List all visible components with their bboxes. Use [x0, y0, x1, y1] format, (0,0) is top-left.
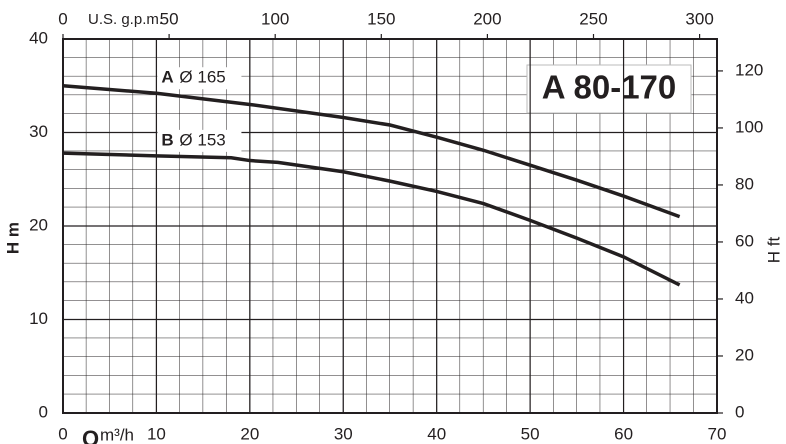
- title-box: [526, 64, 692, 114]
- chart-title: A 80-170: [542, 69, 677, 106]
- x-tick-label: 10: [147, 424, 166, 443]
- y-tick-label: 30: [29, 122, 48, 141]
- curve: [62, 84, 681, 219]
- y2-tick-label: 120: [735, 60, 763, 79]
- y2-tick-label: 0: [735, 402, 744, 421]
- x-tick-label: 0: [58, 424, 67, 443]
- curve: [62, 151, 681, 287]
- x2-tick-label: 250: [579, 9, 607, 28]
- y2-tick-label: 100: [735, 117, 763, 136]
- x-tick-label: 50: [521, 424, 540, 443]
- x2-tick-label: 300: [685, 9, 713, 28]
- x-tick-label: 30: [334, 424, 353, 443]
- x-axis-unit: m³/h: [100, 425, 134, 444]
- x-tick-label: 70: [708, 424, 727, 443]
- series-diameter: Ø 165: [179, 68, 225, 87]
- x2-axis-label: U.S. g.p.m.: [88, 11, 163, 28]
- x2-tick-label: 50: [160, 9, 179, 28]
- y-tick-label: 40: [29, 28, 48, 47]
- y2-tick-label: 80: [735, 174, 754, 193]
- series-diameter: Ø 153: [179, 130, 225, 149]
- x2-tick-label: 200: [473, 9, 501, 28]
- y2-tick-label: 60: [735, 231, 754, 250]
- x-axis-label: Q: [82, 426, 99, 444]
- y2-tick-label: 40: [735, 288, 754, 307]
- series-name: B: [161, 130, 173, 149]
- x2-tick-label: 0: [58, 9, 67, 28]
- x-tick-label: 20: [240, 424, 259, 443]
- label-bg: [157, 67, 242, 90]
- x2-tick-label: 100: [261, 9, 289, 28]
- x-tick-label: 60: [614, 424, 633, 443]
- y-axis-label: H m: [3, 222, 22, 254]
- x-tick-label: 40: [427, 424, 446, 443]
- y-tick-label: 10: [29, 309, 48, 328]
- x2-tick-label: 150: [367, 9, 395, 28]
- y-tick-label: 0: [39, 402, 48, 421]
- y2-axis-label: H ft: [764, 237, 783, 264]
- y2-tick-label: 20: [735, 345, 754, 364]
- series-name: A: [161, 68, 173, 87]
- y-tick-label: 20: [29, 215, 48, 234]
- label-bg: [157, 129, 242, 152]
